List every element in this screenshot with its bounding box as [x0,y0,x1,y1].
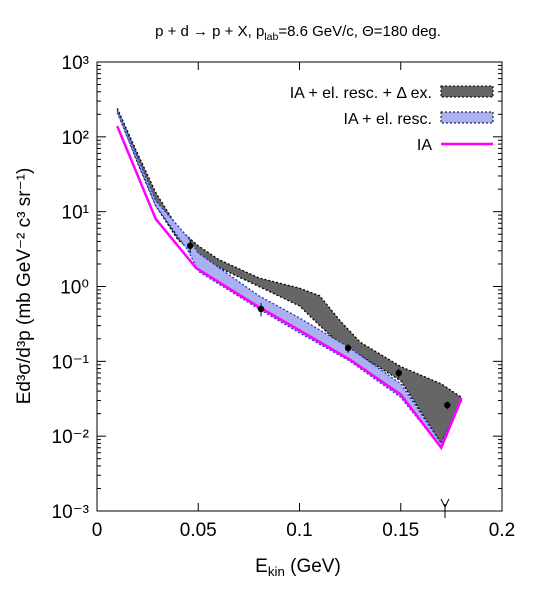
text-part: p + d → p + X, p [155,23,264,40]
legend-swatch [440,111,494,124]
y-tick-label: 10¹ [62,203,89,224]
chart-title: p + d → p + X, plab=8.6 GeV/c, Θ=180 deg… [155,23,441,43]
band [117,109,462,448]
x-axis-label: Ekin (GeV) [255,556,341,579]
band-edge [116,108,462,398]
x-tick-label: 0.05 [180,520,217,541]
subscript: kin [268,564,285,579]
y-tick-label: 10⁻¹ [52,352,90,373]
x-tick-label: 0.15 [382,520,419,541]
data-point [257,305,265,313]
y-tick-label: 10⁻² [52,427,90,448]
y-axis-label: Ed³σ/d³p (mb GeV⁻² c³ sr⁻¹) [14,168,35,405]
y-tick-label: 10³ [62,53,89,74]
x-tick-label: 0.1 [286,520,312,541]
y-tick-label: 10⁻³ [52,502,90,523]
legend-swatch [440,85,494,98]
data-point [186,242,194,249]
legend-label: IA + el. resc. + Δ ex. [290,85,432,102]
data-point [344,344,352,352]
band [117,108,462,444]
x-tick-label: 0.2 [489,520,515,541]
legend-label: IA + el. resc. [344,111,432,128]
text-part: E [255,556,268,577]
data-point [444,401,451,409]
legend-label: IA [417,137,432,154]
data-point [395,369,402,377]
subscript: lab [264,31,278,43]
text-part: =8.6 GeV/c, Θ=180 deg. [278,23,441,40]
line [116,125,463,451]
y-tick-label: 10² [62,128,89,149]
text-part: (GeV) [285,556,341,577]
plot-frame [96,61,503,512]
arrow [440,498,450,518]
band-edge [116,110,463,445]
y-tick-label: 10⁰ [60,278,89,299]
x-tick-label: 0 [92,520,103,541]
band-edge [116,112,463,450]
